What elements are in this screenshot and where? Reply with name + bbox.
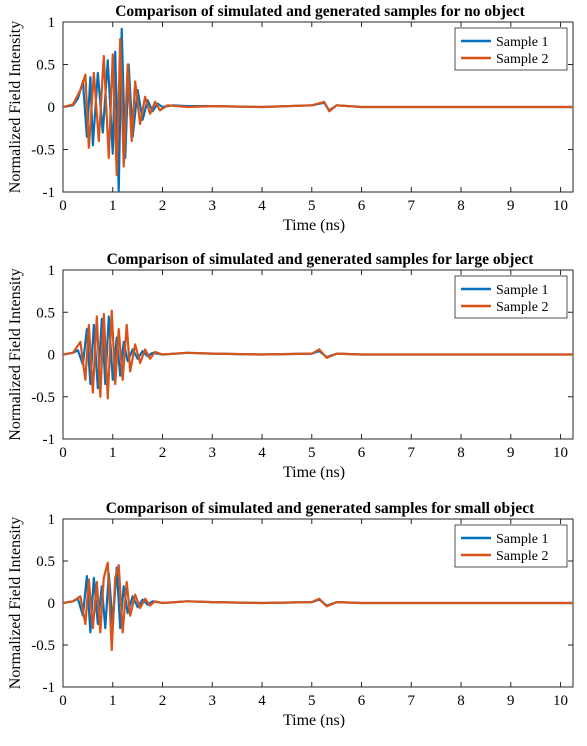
x-axis-label: Time (ns) — [283, 712, 345, 729]
y-tick-label: -1 — [43, 432, 56, 448]
y-tick-label: 0.5 — [36, 554, 55, 570]
legend-label-2: Sample 2 — [496, 300, 549, 315]
x-tick-label: 7 — [408, 693, 416, 709]
legend-label-1: Sample 1 — [496, 35, 549, 50]
x-tick-label: 8 — [457, 445, 465, 461]
x-tick-label: 4 — [258, 693, 266, 709]
legend-label-1: Sample 1 — [496, 283, 549, 298]
x-tick-label: 1 — [109, 693, 117, 709]
legend-label-1: Sample 1 — [496, 532, 549, 547]
x-tick-label: 2 — [159, 445, 167, 461]
x-tick-label: 7 — [408, 445, 416, 461]
series-line-2 — [63, 561, 573, 652]
y-tick-label: -1 — [43, 185, 56, 201]
x-tick-label: 6 — [358, 198, 366, 214]
x-tick-label: 9 — [507, 198, 515, 214]
y-tick-label: -0.5 — [31, 390, 55, 406]
x-tick-label: 0 — [59, 445, 67, 461]
legend-box — [454, 524, 568, 568]
x-tick-label: 9 — [507, 693, 515, 709]
y-tick-label: 0 — [48, 348, 56, 364]
x-tick-label: 5 — [308, 198, 316, 214]
x-tick-label: 5 — [308, 445, 316, 461]
y-axis-label: Normalized Field Intensity — [7, 21, 24, 193]
x-tick-label: 10 — [553, 693, 568, 709]
x-tick-label: 8 — [457, 198, 465, 214]
y-tick-label: -0.5 — [31, 638, 55, 654]
x-tick-label: 0 — [59, 693, 67, 709]
chart-panel-3: 0 1 2 3 4 5 6 7 8 9 10 -1 -0.5 0 0.5 1 Sample 1 Sample 2 C… — [7, 500, 574, 729]
x-tick-label: 10 — [553, 445, 568, 461]
legend: Sample 1 Sample 2 — [454, 27, 568, 71]
x-tick-label: 0 — [59, 198, 67, 214]
x-tick-label: 5 — [308, 693, 316, 709]
x-tick-label: 2 — [159, 198, 167, 214]
legend: Sample 1 Sample 2 — [454, 524, 568, 568]
x-tick-label: 1 — [109, 445, 117, 461]
series-line-2 — [63, 37, 573, 177]
x-tick-label: 8 — [457, 693, 465, 709]
x-tick-label: 6 — [358, 445, 366, 461]
y-tick-label: -0.5 — [31, 143, 55, 159]
x-tick-label: 9 — [507, 445, 515, 461]
x-tick-label: 7 — [408, 198, 416, 214]
y-tick-label: 0 — [48, 100, 56, 116]
legend-label-2: Sample 2 — [496, 549, 549, 564]
x-tick-label: 4 — [258, 198, 266, 214]
y-axis-label: Normalized Field Intensity — [7, 268, 24, 440]
chart-title: Comparison of simulated and generated sa… — [107, 251, 535, 268]
y-tick-label: 0 — [48, 596, 56, 612]
y-tick-label: 0.5 — [36, 58, 55, 74]
chart-title: Comparison of simulated and generated sa… — [106, 500, 535, 517]
y-tick-label: 1 — [48, 512, 56, 528]
x-tick-label: 6 — [358, 693, 366, 709]
chart-title: Comparison of simulated and generated sa… — [115, 3, 525, 20]
legend-box — [454, 27, 568, 71]
x-tick-label: 4 — [258, 445, 266, 461]
legend-label-2: Sample 2 — [496, 52, 549, 67]
y-tick-label: -1 — [43, 680, 56, 696]
x-axis-label: Time (ns) — [283, 217, 345, 234]
x-tick-label: 3 — [209, 693, 217, 709]
chart-panel-1: 0 1 2 3 4 5 6 7 8 9 10 -1 -0.5 0 0.5 1 Sample 1 Sample 2 C… — [7, 3, 574, 234]
y-tick-label: 1 — [48, 263, 56, 279]
y-tick-label: 1 — [48, 15, 56, 31]
y-tick-label: 0.5 — [36, 305, 55, 321]
legend-box — [454, 275, 568, 319]
x-tick-label: 1 — [109, 198, 117, 214]
x-tick-label: 2 — [159, 693, 167, 709]
x-axis-label: Time (ns) — [283, 464, 345, 481]
series-line-2 — [63, 309, 573, 400]
x-tick-label: 10 — [553, 198, 568, 214]
y-axis-label: Normalized Field Intensity — [7, 517, 24, 689]
legend: Sample 1 Sample 2 — [454, 275, 568, 319]
x-tick-label: 3 — [209, 445, 217, 461]
chart-panel-2: 0 1 2 3 4 5 6 7 8 9 10 -1 -0.5 0 0.5 1 Sample 1 Sample 2 C… — [7, 251, 574, 481]
x-tick-label: 3 — [209, 198, 217, 214]
